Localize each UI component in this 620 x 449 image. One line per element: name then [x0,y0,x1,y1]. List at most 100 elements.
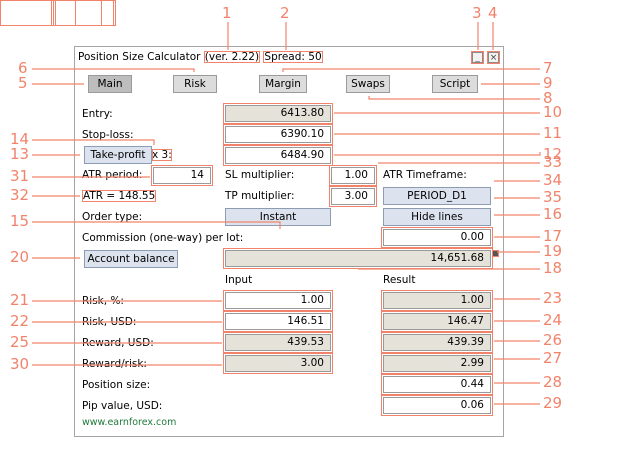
callout-34: 34 [543,171,563,189]
position-size-label: Position size: [82,379,151,391]
tab-risk[interactable]: Risk [173,75,217,93]
callout-31: 31 [10,167,30,185]
reward-risk-input: 3.00 [223,353,333,374]
risk-usd-input[interactable]: 146.51 [223,311,333,332]
takeprofit-highlight [0,0,76,26]
stoploss-label: Stop-loss: [82,129,134,141]
callout-25: 25 [10,333,30,351]
minimize-icon: _ [475,53,480,63]
minimize-button[interactable]: _ [471,51,484,64]
timeframe-highlight [0,0,116,26]
spread-label: Spread: 50 [263,51,323,63]
callout-28: 28 [543,373,563,391]
callout-11: 11 [543,124,563,142]
order-type-highlight [0,0,114,26]
callout-18: 18 [543,259,563,277]
callout-23: 23 [543,289,563,307]
atr-timeframe-label: ATR Timeframe: [383,169,467,181]
tab-main-highlight [0,0,52,26]
callout-29: 29 [543,394,563,412]
reward-risk-result: 2.99 [381,353,493,374]
stoploss-field[interactable]: 6390.10 [223,124,333,145]
hide-lines-highlight [0,0,116,26]
version-label: (ver. 2.22) [203,51,261,63]
callout-9: 9 [543,74,553,92]
reward-usd-result: 439.39 [381,332,493,353]
close-icon: × [489,53,498,63]
callout-24: 24 [543,311,563,329]
callout-14: 14 [10,130,30,148]
sl-multiplier-field[interactable]: 1.00 [329,165,377,186]
close-button[interactable]: × [487,51,500,64]
commission-label: Commission (one-way) per lot: [82,232,244,244]
callout-5: 5 [18,74,28,92]
earnforex-link[interactable]: www.earnforex.com [82,417,177,428]
tab-script[interactable]: Script [432,75,478,93]
window-title-bar: Position Size Calculator (ver. 2.22) Spr… [78,51,323,63]
risk-usd-result: 146.47 [381,311,493,332]
callout-6: 6 [18,59,28,77]
callout-3: 3 [472,4,482,22]
scroll-indicator-icon[interactable] [492,250,499,257]
reward-usd-label: Reward, USD: [82,337,154,349]
callout-30: 30 [10,355,30,373]
atr-period-label: ATR period: [82,169,143,181]
atr-value-label: ATR = 148.55 [82,190,157,202]
takeprofit-multiplier-label: x 3: [152,149,172,161]
callout-16: 16 [543,205,563,223]
risk-usd-label: Risk, USD: [82,316,137,328]
callout-17: 17 [543,227,563,245]
callout-2: 2 [280,4,290,22]
pip-value-field[interactable]: 0.06 [381,395,493,416]
callout-22: 22 [10,312,30,330]
window-title: Position Size Calculator [78,51,201,63]
callout-19: 19 [543,242,563,260]
order-type-label: Order type: [82,211,143,223]
result-header: Result [383,274,416,286]
order-type-button[interactable]: Instant [225,208,331,226]
tp-multiplier-field[interactable]: 3.00 [329,186,377,207]
position-size-field[interactable]: 0.44 [381,374,493,395]
callout-15: 15 [10,212,30,230]
timeframe-button[interactable]: PERIOD_D1 [383,187,491,205]
tab-swaps[interactable]: Swaps [346,75,390,93]
reward-usd-input: 439.53 [223,332,333,353]
takeprofit-button[interactable]: Take-profit [84,146,152,164]
callout-7: 7 [543,59,553,77]
atr-period-field[interactable]: 14 [151,165,213,186]
account-balance-highlight [0,0,102,26]
callout-33: 33 [543,153,563,171]
tab-script-highlight [0,0,54,26]
callout-10: 10 [543,103,563,121]
callout-4: 4 [488,4,498,22]
account-balance-button[interactable]: Account balance [84,250,178,268]
risk-percent-label: Risk, %: [82,295,124,307]
tab-main[interactable]: Main [88,75,132,93]
callout-12: 12 [543,145,563,163]
callout-26: 26 [543,331,563,349]
input-header: Input [225,274,253,286]
sl-multiplier-label: SL multiplier: [225,169,295,181]
tp-multiplier-label: TP multiplier: [225,190,295,202]
callout-13: 13 [10,145,30,163]
callout-35: 35 [543,188,563,206]
callout-8: 8 [543,89,553,107]
tab-margin[interactable]: Margin [259,75,307,93]
tab-margin-highlight [0,0,56,26]
account-balance-field: 14,651.68 [223,248,493,269]
entry-label: Entry: [82,108,113,120]
risk-percent-input[interactable]: 1.00 [223,290,333,311]
tab-swaps-highlight [0,0,52,26]
tab-risk-highlight [0,0,52,26]
callout-21: 21 [10,291,30,309]
callout-1: 1 [222,4,232,22]
commission-field[interactable]: 0.00 [381,227,493,248]
takeprofit-field[interactable]: 6484.90 [223,145,333,166]
risk-percent-result: 1.00 [381,290,493,311]
hide-lines-button[interactable]: Hide lines [383,208,491,226]
entry-field[interactable]: 6413.80 [223,103,333,124]
pip-value-label: Pip value, USD: [82,400,163,412]
callout-27: 27 [543,349,563,367]
callout-20: 20 [10,248,30,266]
callout-32: 32 [10,186,30,204]
